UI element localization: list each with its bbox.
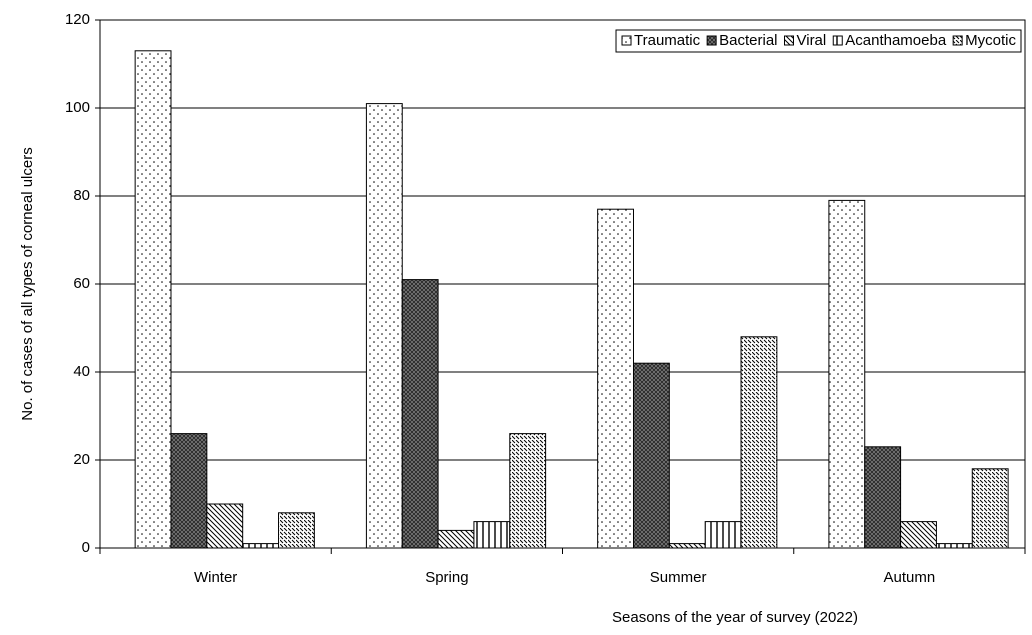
- bar: [242, 543, 280, 549]
- y-tick-label: 100: [65, 99, 90, 116]
- legend-swatch: [621, 35, 632, 46]
- legend-swatch: [952, 35, 963, 46]
- legend-swatch: [784, 35, 794, 46]
- x-tick-label: Autumn: [884, 569, 936, 586]
- bar: [170, 433, 208, 549]
- bar: [632, 362, 670, 549]
- bar: [473, 521, 511, 549]
- y-tick-label: 60: [73, 275, 90, 292]
- bar: [740, 336, 778, 549]
- legend-box: [615, 29, 1022, 53]
- bar: [278, 512, 315, 549]
- bar: [206, 503, 244, 549]
- bar: [828, 199, 866, 549]
- y-tick-label: 40: [73, 363, 90, 380]
- bar: [597, 208, 634, 549]
- legend-label: Traumatic: [634, 32, 701, 49]
- bar: [509, 433, 547, 549]
- x-axis-label: Seasons of the year of survey (2022): [612, 609, 858, 626]
- bar: [900, 521, 937, 549]
- y-tick-label: 0: [82, 539, 90, 556]
- bar: [365, 103, 403, 549]
- legend-swatch: [706, 35, 717, 46]
- y-tick-label: 20: [73, 451, 90, 468]
- bar: [704, 521, 742, 549]
- bar: [971, 468, 1009, 549]
- x-tick-label: Spring: [425, 569, 468, 586]
- x-tick-label: Winter: [194, 569, 237, 586]
- bar: [935, 543, 973, 549]
- y-tick-label: 120: [65, 11, 90, 28]
- legend-label: Acanthamoeba: [845, 32, 947, 49]
- bar: [437, 529, 475, 549]
- y-axis-label: No. of cases of all types of corneal ulc…: [19, 147, 36, 420]
- legend-swatch: [832, 35, 843, 46]
- y-tick-label: 80: [73, 187, 90, 204]
- x-tick-label: Summer: [650, 569, 707, 586]
- bar: [864, 446, 902, 549]
- bar: [668, 543, 706, 549]
- bar: [134, 50, 172, 549]
- bar: [401, 279, 439, 549]
- legend-label: Mycotic: [965, 32, 1016, 49]
- legend-label: Bacterial: [719, 32, 777, 49]
- legend-label: Viral: [797, 32, 827, 49]
